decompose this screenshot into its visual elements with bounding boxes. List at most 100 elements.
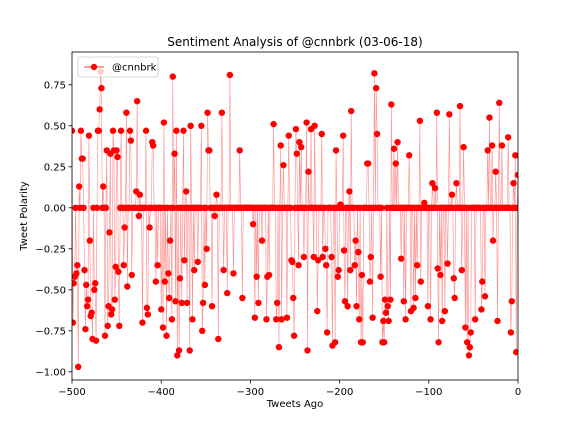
data-point xyxy=(382,309,390,316)
data-point xyxy=(405,152,413,159)
data-point xyxy=(518,205,524,211)
data-point xyxy=(310,253,317,261)
data-point xyxy=(536,278,542,284)
data-point xyxy=(514,171,518,179)
data-point xyxy=(194,258,201,266)
data-point xyxy=(249,221,257,228)
data-point xyxy=(348,107,355,115)
data-point xyxy=(465,352,473,359)
data-point xyxy=(314,257,322,264)
data-point xyxy=(417,278,424,285)
data-point xyxy=(296,139,303,146)
data-point xyxy=(72,127,76,134)
data-point xyxy=(180,127,187,134)
data-point xyxy=(100,183,107,190)
data-point xyxy=(526,205,532,211)
data-point xyxy=(86,237,94,244)
data-point xyxy=(421,199,428,207)
data-point xyxy=(72,280,77,287)
data-point xyxy=(208,303,216,310)
data-point xyxy=(367,253,375,261)
data-point xyxy=(510,180,517,187)
data-point xyxy=(323,262,330,269)
data-point xyxy=(547,205,553,211)
data-point xyxy=(553,169,559,175)
data-point xyxy=(359,339,366,346)
data-point xyxy=(484,147,491,154)
data-point xyxy=(462,324,469,331)
y-tick-label: −1.00 xyxy=(35,367,66,378)
data-point xyxy=(534,205,540,211)
data-point xyxy=(566,282,572,288)
data-point xyxy=(552,205,558,211)
legend-box xyxy=(77,56,159,78)
data-point xyxy=(305,168,312,175)
data-point xyxy=(531,205,537,211)
data-point xyxy=(176,275,184,282)
data-point xyxy=(273,316,280,323)
data-point xyxy=(571,180,576,186)
data-point xyxy=(211,212,218,220)
data-point xyxy=(543,262,549,268)
data-point xyxy=(183,299,191,307)
data-point xyxy=(149,142,157,149)
data-point xyxy=(533,205,539,211)
data-point xyxy=(561,205,567,211)
data-point xyxy=(356,316,363,323)
data-point xyxy=(388,101,395,108)
data-point xyxy=(101,332,109,339)
data-point xyxy=(424,303,432,310)
data-point xyxy=(287,204,294,211)
data-point xyxy=(85,132,93,139)
data-point xyxy=(347,266,354,274)
data-point xyxy=(251,314,259,321)
data-point xyxy=(387,296,394,303)
data-point xyxy=(481,293,489,300)
data-point xyxy=(559,205,565,211)
data-point xyxy=(226,71,234,79)
data-point xyxy=(346,188,353,195)
data-point xyxy=(496,99,503,107)
data-point xyxy=(570,205,576,211)
data-point xyxy=(166,294,173,302)
data-point xyxy=(513,348,518,356)
data-point xyxy=(488,142,496,149)
axes-frame xyxy=(71,51,519,381)
data-point xyxy=(98,84,105,92)
data-point xyxy=(351,262,358,269)
x-tick-label: −200 xyxy=(326,387,353,398)
data-point xyxy=(170,204,177,211)
data-point xyxy=(314,307,321,315)
data-point xyxy=(109,127,117,134)
data-point xyxy=(550,205,556,211)
data-point xyxy=(199,327,206,334)
data-point xyxy=(82,325,89,333)
data-point xyxy=(402,316,409,323)
data-point xyxy=(529,205,535,211)
data-point xyxy=(463,339,471,346)
data-point xyxy=(127,137,135,144)
data-point xyxy=(263,316,270,323)
data-point xyxy=(542,205,548,211)
data-point xyxy=(519,229,525,235)
data-point xyxy=(161,278,168,285)
data-point xyxy=(186,347,193,354)
data-point xyxy=(143,304,151,312)
data-point xyxy=(332,147,340,154)
data-point xyxy=(550,205,556,211)
data-point xyxy=(538,205,544,211)
data-point xyxy=(198,122,205,129)
data-point xyxy=(84,296,92,303)
data-point xyxy=(96,106,103,113)
data-point xyxy=(545,205,551,211)
data-point xyxy=(159,324,167,331)
data-point xyxy=(202,204,209,211)
data-point xyxy=(517,155,518,159)
data-point xyxy=(283,314,291,321)
data-point xyxy=(448,191,456,198)
data-point xyxy=(554,205,560,211)
data-point xyxy=(331,339,339,346)
legend-marker xyxy=(90,63,98,71)
data-point xyxy=(364,160,372,167)
